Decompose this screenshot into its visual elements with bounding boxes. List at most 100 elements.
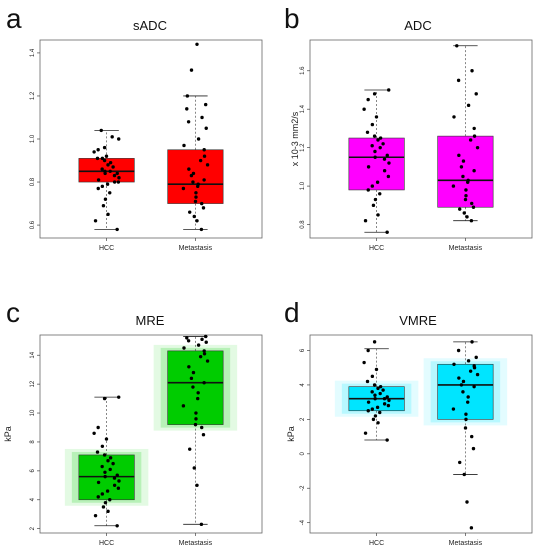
data-point: [464, 188, 468, 192]
data-point: [115, 171, 119, 176]
data-point: [470, 201, 474, 206]
panel-title-b: ADC: [404, 18, 431, 33]
data-point: [92, 431, 96, 435]
y-tick-label: 14: [30, 351, 36, 358]
data-point: [200, 337, 204, 342]
data-point: [472, 364, 476, 368]
data-point: [93, 513, 98, 518]
data-point: [201, 433, 206, 437]
data-point: [370, 144, 374, 148]
data-point: [378, 384, 383, 389]
box-metastasis: [437, 363, 494, 420]
data-point: [193, 199, 198, 204]
x-tick-label-metastasis: Metastasis: [449, 540, 483, 547]
data-point: [191, 370, 196, 375]
data-point: [108, 456, 113, 460]
data-point: [205, 163, 210, 167]
data-point: [103, 470, 107, 474]
panel-b: b ADC x 10-3 mm2/s 0.8 1.0 1.2 1.4 1.6 HCC Met…: [284, 3, 533, 252]
data-point: [457, 376, 461, 380]
plot-frame-d: [309, 334, 533, 534]
data-point: [474, 92, 478, 96]
data-point: [182, 143, 186, 148]
data-point: [374, 115, 379, 119]
data-point: [362, 107, 366, 111]
data-point: [472, 134, 477, 138]
panel-d: d VMRE kPa -4 -2 0 2 4 6 HCC Metastasis: [284, 297, 533, 547]
data-point: [185, 107, 189, 111]
data-point: [100, 167, 104, 171]
data-point: [117, 176, 121, 180]
x-tick-label-hcc: HCC: [369, 245, 384, 252]
x-tick-label-metastasis: Metastasis: [179, 245, 213, 252]
y-tick-label: 2: [300, 417, 306, 421]
data-point: [472, 126, 476, 131]
data-point: [96, 178, 101, 182]
data-point: [96, 495, 100, 499]
data-point: [376, 213, 380, 217]
data-point: [106, 212, 110, 217]
data-point: [111, 461, 115, 466]
data-point: [475, 372, 480, 377]
data-point: [465, 500, 469, 504]
data-point: [196, 396, 200, 401]
data-point: [370, 184, 375, 188]
data-point: [108, 498, 112, 502]
data-point: [371, 417, 376, 422]
y-tick-label: 0.8: [300, 220, 306, 229]
data-point: [376, 386, 380, 391]
data-point: [363, 218, 368, 223]
data-point: [200, 201, 204, 206]
data-point: [112, 180, 117, 184]
data-point: [470, 434, 474, 439]
data-point: [373, 197, 378, 202]
data-point: [461, 159, 466, 163]
data-point: [100, 184, 105, 189]
data-point: [461, 174, 465, 179]
data-point: [366, 409, 370, 413]
panel-a: a sADC 0.6 0.8 1.0 1.2 1.4 HCC Metastasis: [6, 3, 263, 252]
data-point: [188, 210, 192, 214]
data-point: [378, 391, 382, 396]
data-point: [366, 165, 371, 169]
data-point: [115, 227, 119, 232]
data-point: [366, 188, 370, 192]
data-point: [117, 395, 121, 399]
plot-frame-a: [39, 39, 263, 239]
data-point: [96, 148, 100, 152]
y-tick-label: 0.6: [30, 220, 36, 229]
data-point: [373, 149, 377, 154]
data-point: [381, 142, 385, 146]
data-point: [205, 359, 210, 363]
data-point: [189, 376, 194, 381]
panel-title-d: VMRE: [399, 313, 437, 328]
y-tick-label: 0.8: [30, 177, 36, 186]
data-point: [474, 355, 478, 360]
data-point: [112, 483, 117, 488]
data-point: [378, 192, 382, 196]
data-point: [104, 437, 109, 441]
data-point: [202, 154, 207, 158]
x-tick-label-hcc: HCC: [369, 540, 384, 547]
data-point: [451, 184, 456, 188]
data-point: [372, 340, 377, 344]
data-point: [116, 180, 121, 184]
panel-letter-c: c: [6, 297, 20, 328]
data-point: [185, 336, 189, 340]
data-point: [102, 453, 107, 457]
box-hcc: [78, 158, 135, 183]
y-tick-label: 1.4: [30, 48, 36, 57]
data-point: [116, 486, 121, 490]
data-point: [101, 505, 106, 509]
data-point: [365, 130, 370, 134]
data-point: [100, 156, 105, 161]
data-point: [196, 182, 200, 186]
data-point: [188, 447, 192, 451]
data-point: [200, 425, 204, 430]
y-tick-label: 1.2: [30, 91, 36, 100]
data-point: [187, 365, 191, 369]
data-point: [96, 480, 101, 485]
data-point: [382, 397, 387, 401]
data-point: [464, 194, 468, 198]
data-point: [204, 126, 208, 130]
